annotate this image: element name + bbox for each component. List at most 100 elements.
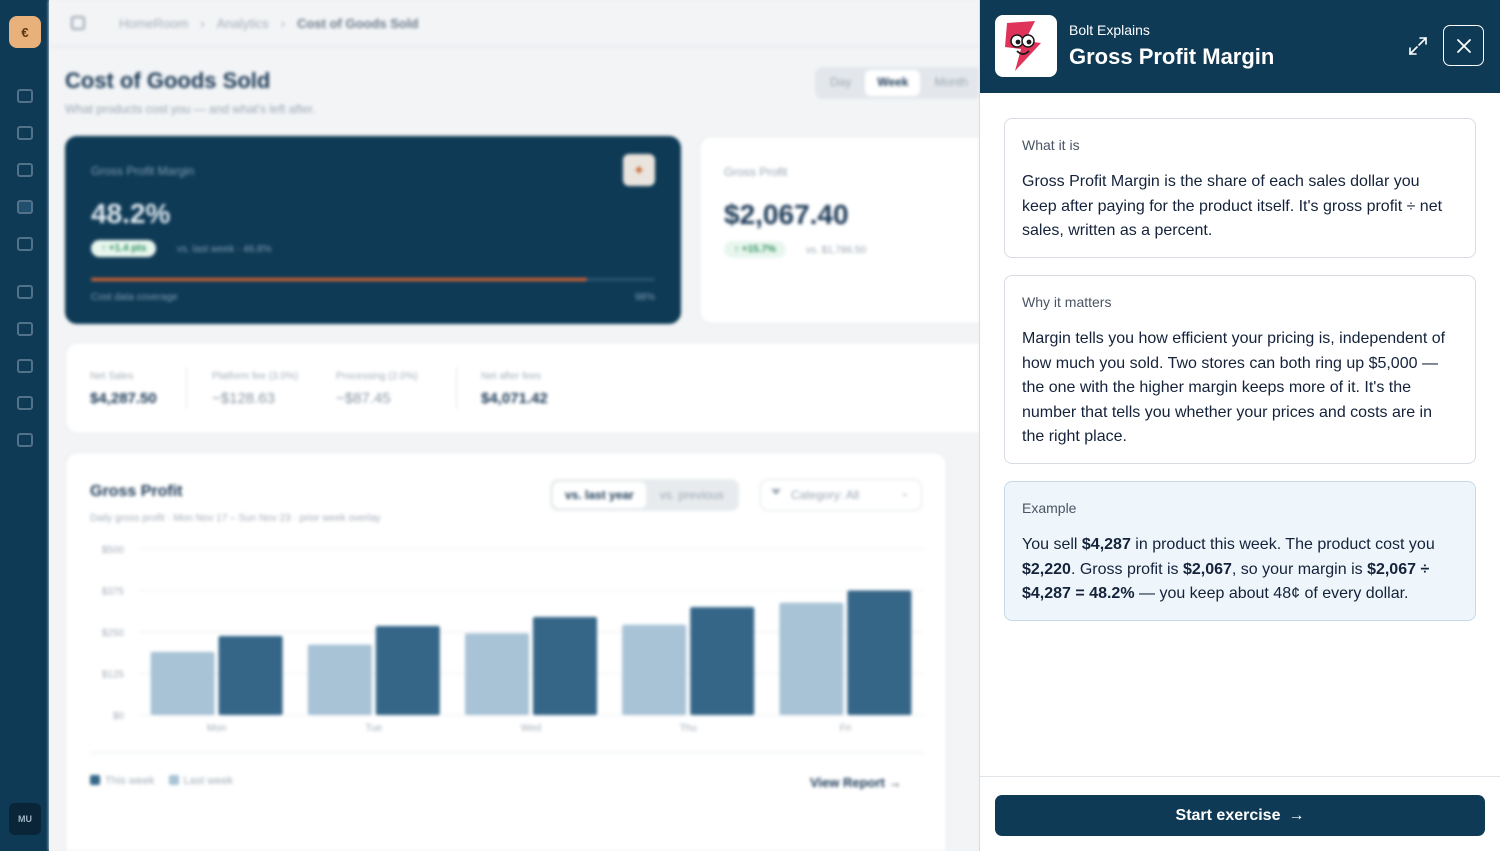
bolt-mascot-icon bbox=[995, 15, 1057, 77]
toggle-last-year[interactable]: vs. last year bbox=[553, 482, 646, 508]
legend-swatch bbox=[90, 775, 100, 785]
main-content: HomeRoom › Analytics › Cost of Goods Sold … bbox=[49, 0, 979, 851]
stat-value: −$128.63 bbox=[212, 390, 275, 407]
bar-this-week bbox=[533, 617, 597, 715]
profit-delta: +15.7% bbox=[741, 244, 776, 255]
section-body: Margin tells you how efficient your pric… bbox=[1022, 330, 1446, 445]
breadcrumb-item[interactable]: Analytics bbox=[216, 16, 269, 31]
chevron-down-icon: ⌄ bbox=[900, 488, 909, 499]
example-highlight: $2,067 bbox=[1182, 560, 1232, 578]
nav-home-icon[interactable] bbox=[17, 89, 33, 103]
close-button[interactable] bbox=[1443, 25, 1484, 66]
stat-value: −$87.45 bbox=[336, 390, 391, 407]
bar-last-week bbox=[779, 602, 844, 715]
section-what-it-is: What it is Gross Profit Margin is the sh… bbox=[1004, 118, 1476, 258]
stat-label: Processing (2.0%) bbox=[336, 371, 418, 382]
toggle-previous[interactable]: vs. previous bbox=[659, 488, 724, 502]
example-text: You sell bbox=[1022, 536, 1082, 553]
example-text: — you keep about 48¢ of every dollar. bbox=[1134, 585, 1409, 602]
margin-delta: +1.4 pts bbox=[108, 243, 147, 254]
left-rail: € MU bbox=[0, 0, 49, 851]
section-title: What it is bbox=[1022, 137, 1080, 153]
breadcrumb-separator: › bbox=[280, 16, 286, 31]
margin-delta-badge: ↑ +1.4 pts bbox=[91, 240, 157, 257]
profit-label: Gross Profit bbox=[724, 165, 788, 179]
breadcrumb-separator: › bbox=[200, 16, 205, 31]
stat-label: Net after fees bbox=[481, 371, 542, 382]
section-why-it-matters: Why it matters Margin tells you how effi… bbox=[1004, 275, 1476, 464]
user-avatar[interactable]: MU bbox=[9, 803, 41, 835]
breadcrumb-item[interactable]: HomeRoom bbox=[119, 16, 189, 31]
bar-this-week bbox=[690, 607, 755, 715]
period-day[interactable]: Day bbox=[830, 75, 852, 89]
x-tick-label: Wed bbox=[521, 723, 541, 734]
bar-last-week bbox=[465, 633, 529, 715]
top-bar: HomeRoom › Analytics › Cost of Goods Sold bbox=[49, 0, 979, 47]
category-filter[interactable]: Category: All ⌄ bbox=[760, 479, 922, 511]
period-week[interactable]: Week bbox=[865, 70, 921, 96]
legend-swatch bbox=[168, 775, 179, 785]
nav-docs-icon[interactable] bbox=[17, 433, 33, 447]
x-tick-label: Thu bbox=[680, 723, 697, 734]
stat-divider bbox=[456, 367, 457, 409]
legend-label: Last week bbox=[183, 775, 234, 787]
page-title: Cost of Goods Sold bbox=[65, 68, 271, 93]
coverage-track bbox=[91, 278, 655, 281]
gross-profit-chart-card: Gross Profit Daily gross profit · Mon No… bbox=[65, 452, 947, 851]
gross-profit-card[interactable]: Gross Profit $2,067.40 ↑ +15.7% vs. $1,7… bbox=[699, 136, 979, 324]
category-filter-label: Category: All bbox=[791, 488, 860, 502]
panel-eyebrow: Bolt Explains bbox=[1069, 22, 1150, 38]
close-icon bbox=[1456, 38, 1471, 53]
bar-last-week bbox=[622, 624, 687, 715]
stat-value: $4,071.42 bbox=[481, 390, 548, 407]
margin-value: 48.2% bbox=[91, 198, 171, 229]
explain-panel: Bolt Explains Gross Profit Margin What i… bbox=[979, 0, 1500, 851]
period-selector: Day Week Month bbox=[815, 67, 979, 99]
view-report-link[interactable]: View Report → bbox=[810, 775, 902, 790]
section-body: Gross Profit Margin is the share of each… bbox=[1022, 173, 1443, 239]
nav-analytics-icon[interactable] bbox=[17, 200, 33, 214]
expand-icon[interactable] bbox=[1406, 34, 1430, 58]
profit-value: $2,067.40 bbox=[724, 199, 849, 230]
period-month[interactable]: Month bbox=[934, 75, 968, 89]
example-text: in product this week. The product cost y… bbox=[1130, 536, 1435, 553]
sidebar-toggle-icon[interactable] bbox=[71, 16, 85, 30]
nav-tag-icon[interactable] bbox=[17, 126, 33, 140]
nav-store-icon[interactable] bbox=[17, 285, 33, 299]
margin-card[interactable]: Gross Profit Margin 48.2% ↑ +1.4 pts vs.… bbox=[65, 136, 681, 324]
bar-this-week bbox=[375, 626, 440, 715]
coverage-fill bbox=[91, 278, 588, 281]
stat-value: $4,287.50 bbox=[90, 390, 157, 407]
start-exercise-button[interactable]: Start exercise → bbox=[995, 795, 1485, 836]
bar-last-week bbox=[307, 644, 372, 715]
example-highlight: $2,220 bbox=[1022, 560, 1071, 578]
y-tick-label: $250 bbox=[102, 628, 125, 639]
coverage-label: Cost data coverage bbox=[91, 292, 178, 303]
nav-inventory-icon[interactable] bbox=[17, 322, 33, 336]
nav-bank-icon[interactable] bbox=[17, 359, 33, 373]
stat-net-after-fees: Net after fees $4,071.42 bbox=[481, 371, 548, 407]
example-text: , so your margin is bbox=[1231, 560, 1368, 578]
y-tick-label: $125 bbox=[102, 670, 125, 681]
example-highlight: $2,067 ÷ $4,287 = 48.2% bbox=[1022, 560, 1430, 603]
arrow-right-icon: → bbox=[1288, 806, 1305, 824]
profit-delta-badge: ↑ +15.7% bbox=[724, 241, 786, 258]
legend-this-week: This week bbox=[90, 775, 155, 787]
explain-spark-icon[interactable]: ✦ bbox=[623, 154, 655, 186]
breadcrumb-current: Cost of Goods Sold bbox=[297, 16, 419, 31]
bar-last-week bbox=[150, 651, 215, 715]
example-text: . Gross profit is bbox=[1070, 560, 1183, 578]
comparison-toggle: vs. last year vs. previous bbox=[550, 479, 739, 511]
nav-chart-icon[interactable] bbox=[17, 237, 33, 251]
app-logo[interactable]: € bbox=[9, 16, 41, 48]
section-title: Why it matters bbox=[1022, 294, 1112, 310]
nav-users-icon[interactable] bbox=[17, 396, 33, 410]
y-tick-label: $0 bbox=[113, 711, 125, 722]
nav-orders-icon[interactable] bbox=[17, 163, 33, 177]
bar-this-week bbox=[847, 590, 912, 715]
chart-subtitle: Daily gross profit · Mon Nov 17 – Sun No… bbox=[90, 513, 381, 524]
example-body: You sell $4,287 in product this week. Th… bbox=[1022, 533, 1458, 607]
x-tick-label: Fri bbox=[840, 723, 852, 734]
start-exercise-label: Start exercise bbox=[1175, 806, 1281, 824]
example-highlight: $4,287 bbox=[1081, 536, 1131, 553]
